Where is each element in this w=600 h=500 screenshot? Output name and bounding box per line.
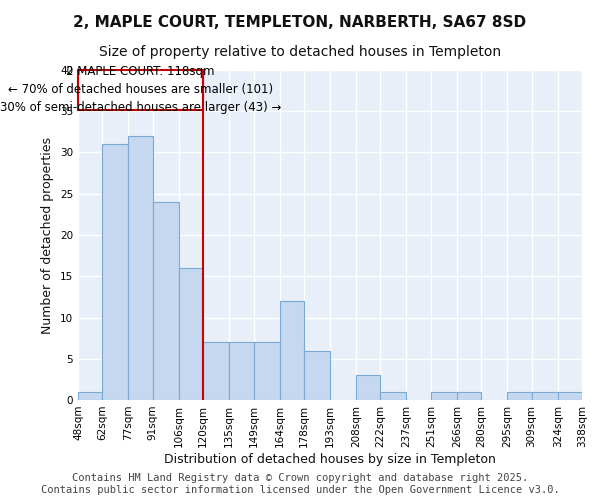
Bar xyxy=(356,375,380,400)
Y-axis label: Number of detached properties: Number of detached properties xyxy=(41,136,55,334)
Bar xyxy=(78,70,203,110)
Bar xyxy=(229,342,254,400)
Bar xyxy=(153,202,179,400)
Bar xyxy=(179,268,203,400)
Bar xyxy=(507,392,532,400)
Bar xyxy=(380,392,406,400)
Bar xyxy=(128,136,153,400)
Bar xyxy=(103,144,128,400)
Bar xyxy=(203,342,229,400)
Bar xyxy=(254,342,280,400)
Bar xyxy=(78,392,103,400)
Text: Size of property relative to detached houses in Templeton: Size of property relative to detached ho… xyxy=(99,45,501,59)
Bar xyxy=(457,392,481,400)
Bar xyxy=(557,392,582,400)
Bar xyxy=(304,350,330,400)
Bar xyxy=(532,392,557,400)
Bar xyxy=(431,392,457,400)
Bar xyxy=(280,301,304,400)
Text: 2, MAPLE COURT, TEMPLETON, NARBERTH, SA67 8SD: 2, MAPLE COURT, TEMPLETON, NARBERTH, SA6… xyxy=(73,15,527,30)
Text: Contains HM Land Registry data © Crown copyright and database right 2025.
Contai: Contains HM Land Registry data © Crown c… xyxy=(41,474,559,495)
X-axis label: Distribution of detached houses by size in Templeton: Distribution of detached houses by size … xyxy=(164,452,496,466)
Text: 2 MAPLE COURT: 118sqm
← 70% of detached houses are smaller (101)
30% of semi-det: 2 MAPLE COURT: 118sqm ← 70% of detached … xyxy=(0,66,281,114)
